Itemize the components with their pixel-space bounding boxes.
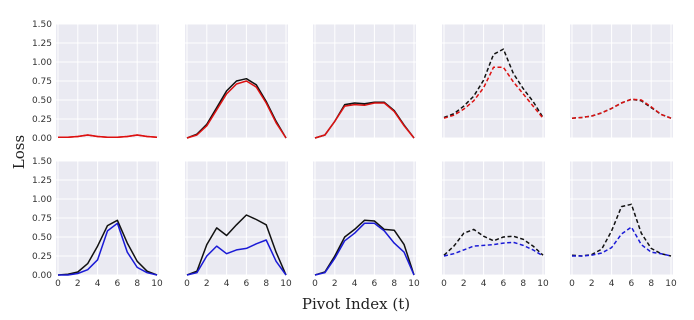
y-tick-label: 1.50 (32, 20, 52, 30)
x-tick-label: 6 (372, 279, 378, 289)
x-tick-label: 2 (75, 279, 81, 289)
x-tick-label: 10 (408, 279, 420, 289)
y-axis-label: Loss (10, 135, 28, 169)
y-tick-label: 0.25 (32, 115, 52, 125)
y-tick-label: 0.75 (32, 77, 52, 87)
x-tick-label: 0 (569, 279, 575, 289)
y-tick-label: 1.50 (32, 157, 52, 167)
x-tick-label: 8 (648, 279, 654, 289)
y-tick-label: 1.00 (32, 58, 52, 68)
x-tick-label: 0 (184, 279, 190, 289)
panel-grid: 0.00 0.25 0.50 0.75 1.00 1.25 1.50 0.00 0.25 0.50… (32, 20, 677, 289)
panel-r2c3: 0 2 4 6 8 10 (312, 160, 420, 289)
series-line-black-dashed (443, 48, 544, 119)
y-tick-label: 0.00 (32, 134, 52, 144)
y-tick-label: 1.00 (32, 195, 52, 205)
panel-r1c1: 0.00 0.25 0.50 0.75 1.00 1.25 1.50 (32, 20, 159, 144)
x-tick-label: 8 (134, 279, 140, 289)
y-tick-label: 0.75 (32, 214, 52, 224)
y-tick-label: 0.50 (32, 96, 52, 106)
panel-r2c4: 0 2 4 6 8 10 (441, 160, 549, 289)
panel-r2c2: 0 2 4 6 8 10 (184, 160, 292, 289)
x-tick-label: 4 (481, 279, 487, 289)
y-tick-label: 0.25 (32, 252, 52, 262)
panel-r1c5 (570, 23, 673, 139)
series-line-red (58, 134, 158, 138)
x-tick-label: 8 (520, 279, 526, 289)
x-tick-label: 6 (115, 279, 121, 289)
x-tick-label: 4 (95, 279, 101, 289)
series-line-black (57, 219, 158, 276)
x-tick-label: 0 (55, 279, 61, 289)
series-line-blue-dashed (443, 241, 544, 257)
x-tick-label: 10 (151, 279, 163, 289)
series-line-black (314, 219, 415, 276)
series-line-red-dashed (571, 98, 672, 119)
x-tick-label: 0 (441, 279, 447, 289)
x-tick-label: 8 (263, 279, 269, 289)
x-tick-label: 2 (332, 279, 338, 289)
x-tick-label: 10 (537, 279, 549, 289)
x-tick-label: 4 (224, 279, 230, 289)
x-tick-label: 4 (352, 279, 358, 289)
x-axis-label: Pivot Index (t) (302, 295, 410, 313)
series-line-blue-dashed (572, 226, 672, 257)
series-line-black-dashed (443, 228, 544, 256)
x-tick-label: 2 (589, 279, 595, 289)
series-line-blue (58, 222, 158, 276)
series-line-red (186, 80, 287, 139)
series-line-red-dashed (443, 66, 544, 119)
x-tick-label: 6 (244, 279, 250, 289)
x-tick-label: 0 (312, 279, 318, 289)
x-tick-label: 8 (391, 279, 397, 289)
series-line-red (314, 102, 415, 139)
x-tick-label: 6 (629, 279, 635, 289)
panel-r2c1: 0.00 0.25 0.50 0.75 1.00 1.25 1.50 0 2 4 6 8 10 (32, 157, 163, 289)
series-line-blue (314, 222, 415, 276)
x-tick-label: 2 (204, 279, 210, 289)
panel-r2c5: 0 2 4 6 8 10 (569, 160, 677, 289)
panel-r1c2 (185, 23, 288, 139)
x-tick-label: 10 (280, 279, 292, 289)
y-tick-label: 0.50 (32, 233, 52, 243)
y-tick-label: 1.25 (32, 39, 52, 49)
series-line-black (186, 214, 287, 276)
series-line-blue (186, 239, 287, 276)
panel-r1c3 (313, 23, 416, 139)
y-tick-label: 0.00 (32, 271, 52, 281)
x-tick-label: 6 (501, 279, 507, 289)
x-tick-label: 2 (461, 279, 467, 289)
y-tick-label: 1.25 (32, 176, 52, 186)
panel-r1c4 (442, 23, 545, 139)
x-tick-label: 4 (609, 279, 615, 289)
x-tick-label: 10 (665, 279, 677, 289)
